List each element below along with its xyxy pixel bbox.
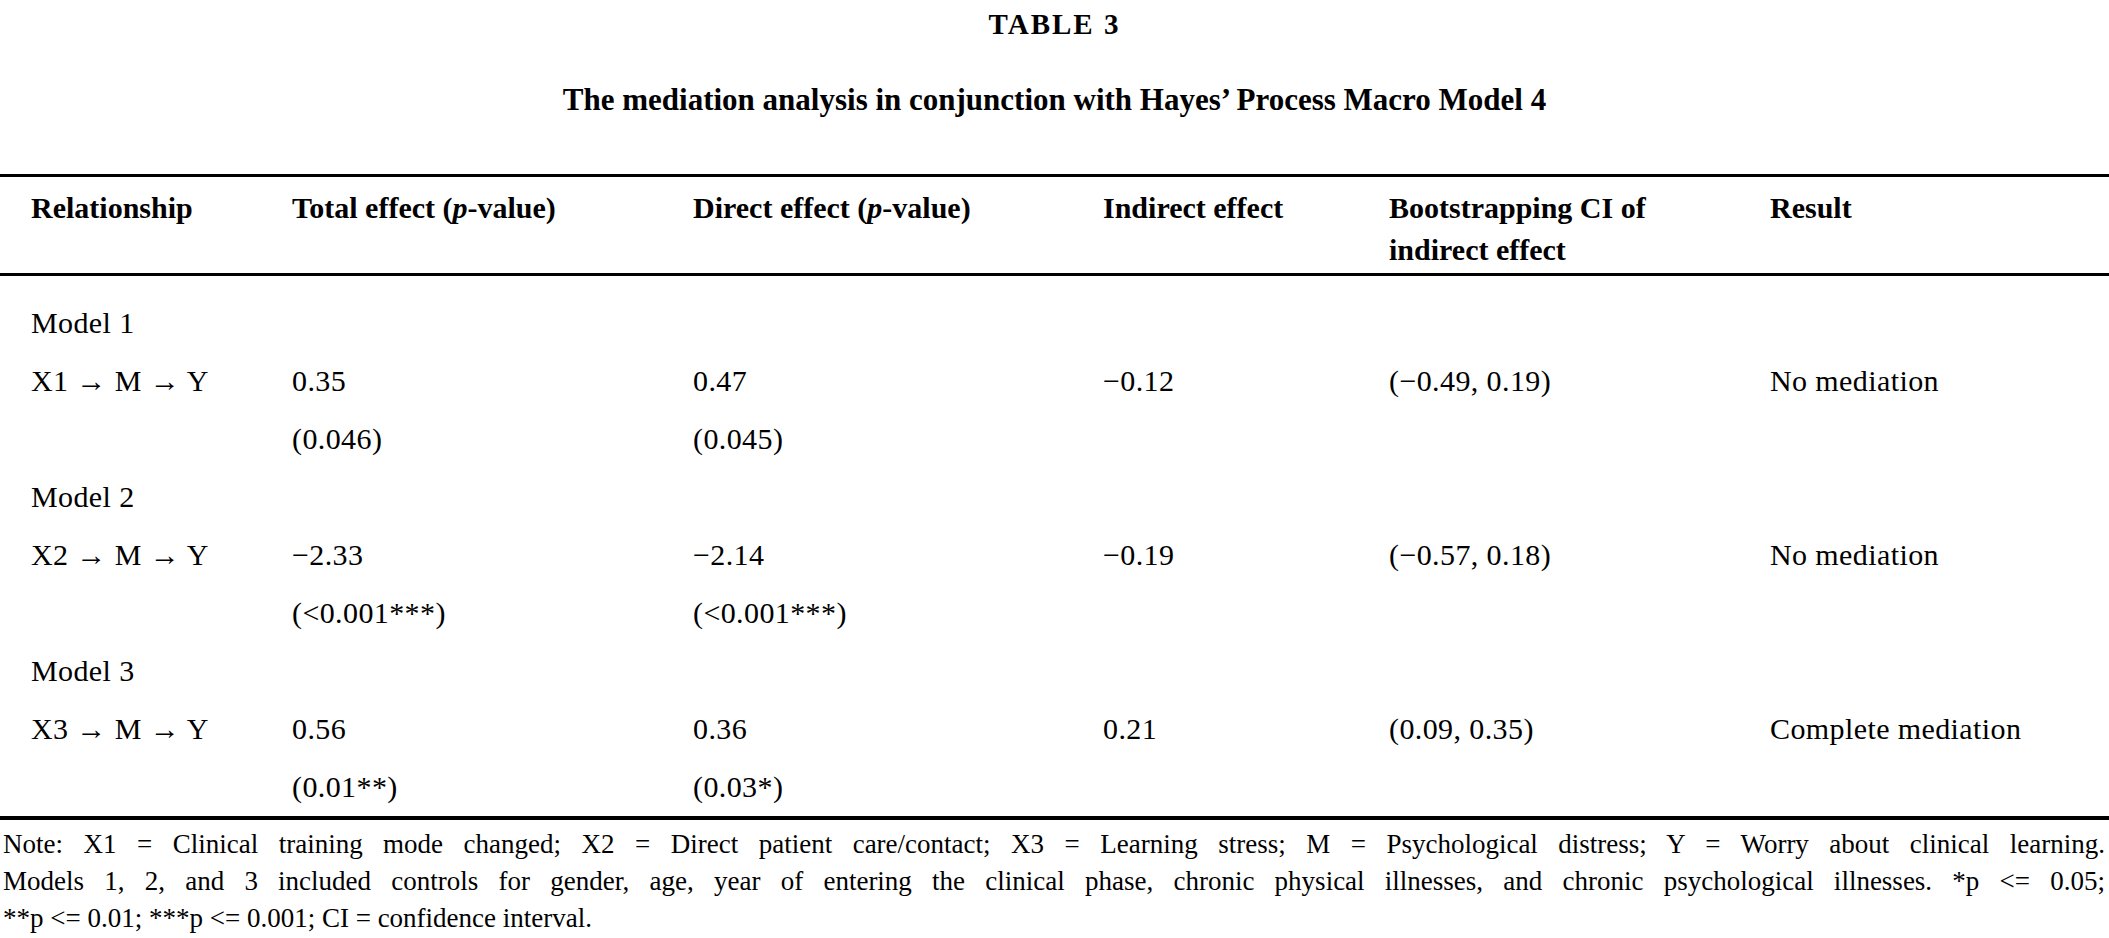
footnote-line-2: Models 1, 2, and 3 included controls for… — [3, 863, 2105, 900]
total-effect-pvalue: (0.046) — [292, 410, 693, 468]
header-text-segment: Direct effect ( — [693, 191, 867, 224]
table-caption: The mediation analysis in conjunction wi… — [0, 82, 2109, 118]
header-direct-effect: Direct effect (p-value) — [693, 187, 1103, 273]
relationship-path: X1 → M → Y — [31, 352, 292, 410]
header-italic-p: p — [867, 191, 882, 224]
direct-effect-value: 0.47 — [693, 352, 1103, 410]
table-row-model2-values: X2 → M → Y −2.33 −2.14 −0.19 (−0.57, 0.1… — [31, 526, 2109, 584]
bootstrap-ci-value: (−0.57, 0.18) — [1389, 526, 1770, 584]
table-number: TABLE 3 — [0, 8, 2109, 41]
header-text-segment: -value) — [468, 191, 556, 224]
model-label: Model 1 — [31, 294, 292, 352]
paper-table-figure: TABLE 3 The mediation analysis in conjun… — [0, 0, 2109, 938]
indirect-effect-value: −0.12 — [1103, 352, 1389, 410]
total-effect-value: −2.33 — [292, 526, 693, 584]
model-label: Model 2 — [31, 468, 292, 526]
result-value: No mediation — [1770, 352, 2109, 410]
header-total-effect: Total effect (p-value) — [292, 187, 693, 273]
header-relationship: Relationship — [31, 187, 292, 273]
indirect-effect-value: 0.21 — [1103, 700, 1389, 758]
direct-effect-pvalue: (0.045) — [693, 410, 1103, 468]
bootstrap-ci-value: (−0.49, 0.19) — [1389, 352, 1770, 410]
mediation-table: Relationship Total effect (p-value) Dire… — [0, 174, 2109, 820]
total-effect-pvalue: (0.01**) — [292, 758, 693, 816]
table-footnote: Note: X1 = Clinical training mode change… — [0, 820, 2109, 937]
result-value: Complete mediation — [1770, 700, 2109, 758]
total-effect-value: 0.35 — [292, 352, 693, 410]
direct-effect-value: −2.14 — [693, 526, 1103, 584]
table-row-model2-pvalues: (<0.001***) (<0.001***) — [31, 584, 2109, 642]
header-result: Result — [1770, 187, 2109, 273]
direct-effect-pvalue: (<0.001***) — [693, 584, 1103, 642]
table-header-row: Relationship Total effect (p-value) Dire… — [0, 177, 2109, 273]
relationship-path: X3 → M → Y — [31, 700, 292, 758]
footnote-line-3: **p <= 0.01; ***p <= 0.001; CI = confide… — [3, 900, 2105, 937]
header-text-segment: Total effect ( — [292, 191, 453, 224]
result-value: No mediation — [1770, 526, 2109, 584]
total-effect-pvalue: (<0.001***) — [292, 584, 693, 642]
table-row-model1-pvalues: (0.046) (0.045) — [31, 410, 2109, 468]
header-bootstrapping-ci-line1: Bootstrapping CI of — [1389, 187, 1770, 229]
footnote-line-1: Note: X1 = Clinical training mode change… — [3, 826, 2105, 863]
header-text-segment: -value) — [882, 191, 970, 224]
table-row-model3-pvalues: (0.01**) (0.03*) — [31, 758, 2109, 816]
table-row-model1-values: X1 → M → Y 0.35 0.47 −0.12 (−0.49, 0.19)… — [31, 352, 2109, 410]
table-row-model1-label: Model 1 — [31, 294, 2109, 352]
total-effect-value: 0.56 — [292, 700, 693, 758]
header-indirect-effect: Indirect effect — [1103, 187, 1389, 273]
table-row-model3-label: Model 3 — [31, 642, 2109, 700]
table-row-model2-label: Model 2 — [31, 468, 2109, 526]
table-body: Model 1 X1 → M → Y 0.35 0.47 −0.12 (−0.4… — [0, 276, 2109, 816]
header-bootstrapping-ci-line2: indirect effect — [1389, 229, 1770, 271]
model-label: Model 3 — [31, 642, 292, 700]
table-row-model3-values: X3 → M → Y 0.56 0.36 0.21 (0.09, 0.35) C… — [31, 700, 2109, 758]
header-bootstrapping-ci: Bootstrapping CI of indirect effect — [1389, 187, 1770, 273]
direct-effect-pvalue: (0.03*) — [693, 758, 1103, 816]
indirect-effect-value: −0.19 — [1103, 526, 1389, 584]
header-italic-p: p — [453, 191, 468, 224]
relationship-path: X2 → M → Y — [31, 526, 292, 584]
direct-effect-value: 0.36 — [693, 700, 1103, 758]
bootstrap-ci-value: (0.09, 0.35) — [1389, 700, 1770, 758]
